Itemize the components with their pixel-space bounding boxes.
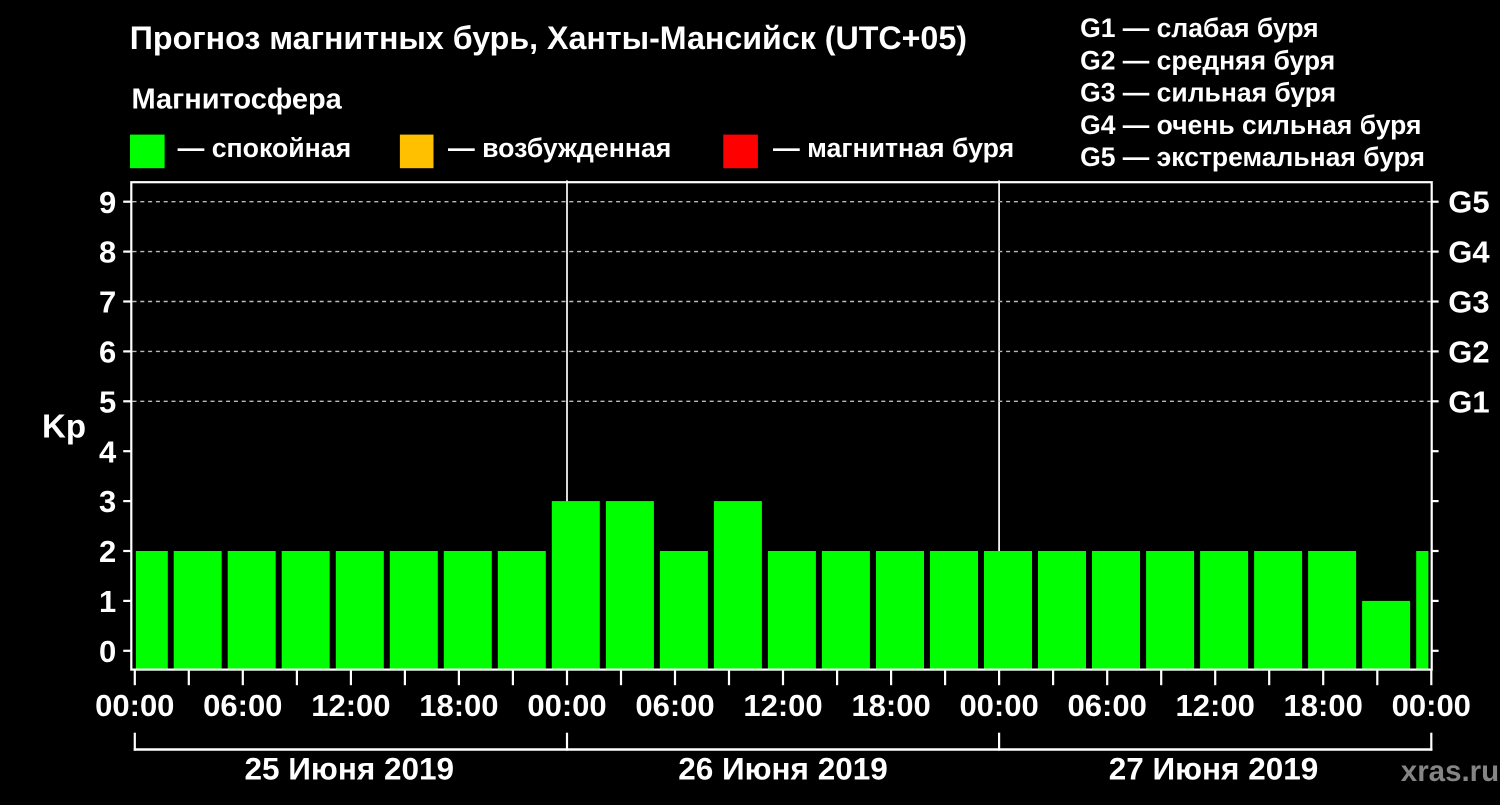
svg-text:26 Июня 2019: 26 Июня 2019: [678, 751, 888, 787]
svg-text:5: 5: [99, 384, 116, 419]
svg-text:xras.ru: xras.ru: [1401, 755, 1499, 788]
svg-text:G5 — экстремальная буря: G5 — экстремальная буря: [1080, 142, 1425, 172]
svg-text:6: 6: [99, 335, 116, 370]
svg-text:06:00: 06:00: [1068, 688, 1147, 723]
svg-text:G2: G2: [1448, 334, 1489, 369]
svg-text:25 Июня 2019: 25 Июня 2019: [245, 751, 455, 787]
svg-text:18:00: 18:00: [851, 688, 930, 723]
svg-text:18:00: 18:00: [1284, 688, 1363, 723]
svg-text:00:00: 00:00: [959, 688, 1038, 723]
svg-text:Kp: Kp: [42, 408, 86, 445]
svg-text:G1 — слабая буря: G1 — слабая буря: [1080, 13, 1319, 43]
svg-text:Прогноз магнитных бурь, Ханты-: Прогноз магнитных бурь, Ханты-Мансийск (…: [130, 20, 967, 56]
svg-text:00:00: 00:00: [527, 688, 606, 723]
svg-text:18:00: 18:00: [419, 688, 498, 723]
svg-text:9: 9: [99, 185, 116, 220]
svg-text:8: 8: [99, 235, 116, 270]
svg-text:G5: G5: [1448, 185, 1489, 220]
svg-text:27 Июня 2019: 27 Июня 2019: [1109, 751, 1319, 787]
svg-text:— спокойная: — спокойная: [178, 133, 352, 163]
svg-text:7: 7: [99, 285, 116, 320]
svg-text:1: 1: [99, 584, 116, 619]
svg-text:2: 2: [99, 534, 116, 569]
svg-text:Магнитосфера: Магнитосфера: [132, 84, 343, 116]
svg-text:G1: G1: [1448, 384, 1489, 419]
svg-text:G3 — сильная буря: G3 — сильная буря: [1080, 78, 1336, 108]
svg-text:0: 0: [99, 634, 116, 669]
svg-text:G2 — средняя буря: G2 — средняя буря: [1080, 45, 1335, 75]
svg-text:3: 3: [99, 484, 116, 519]
svg-text:12:00: 12:00: [1176, 688, 1255, 723]
svg-text:12:00: 12:00: [743, 688, 822, 723]
svg-text:12:00: 12:00: [311, 688, 390, 723]
svg-text:— магнитная буря: — магнитная буря: [773, 133, 1014, 163]
svg-text:4: 4: [99, 434, 117, 469]
svg-text:00:00: 00:00: [95, 688, 174, 723]
svg-text:G4: G4: [1448, 235, 1490, 270]
svg-text:00:00: 00:00: [1392, 688, 1471, 723]
svg-text:06:00: 06:00: [635, 688, 714, 723]
svg-text:G3: G3: [1448, 285, 1489, 320]
svg-text:06:00: 06:00: [203, 688, 282, 723]
svg-text:— возбужденная: — возбужденная: [448, 133, 671, 163]
svg-text:G4 — очень сильная буря: G4 — очень сильная буря: [1080, 110, 1421, 140]
